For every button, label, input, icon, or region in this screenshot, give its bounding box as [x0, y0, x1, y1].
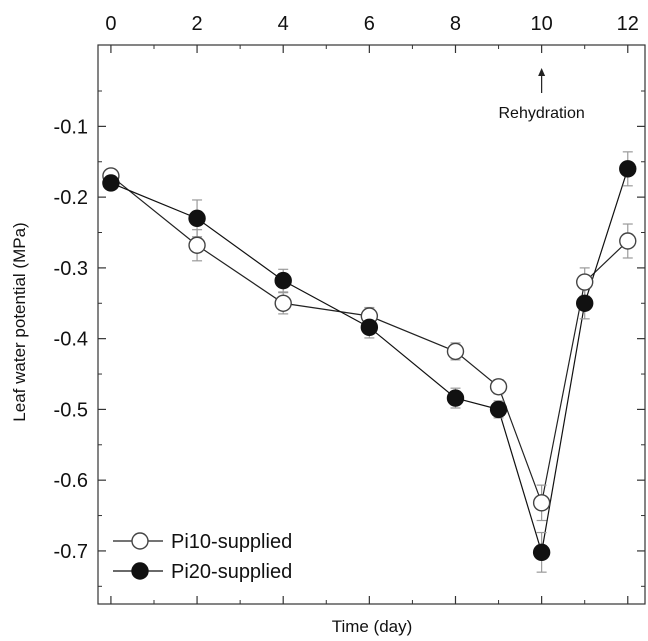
series-2	[105, 151, 633, 573]
y-tick-label: -0.1	[54, 116, 88, 138]
y-axis-title: Leaf water potential (MPa)	[10, 222, 29, 421]
x-tick-label: 0	[105, 13, 116, 35]
x-axis-title: Time (day)	[332, 617, 413, 636]
series-1	[105, 169, 633, 522]
x-tick-label: 2	[192, 13, 203, 35]
x-tick-label: 6	[364, 13, 375, 35]
y-tick-label: -0.2	[54, 187, 88, 209]
data-point	[619, 160, 637, 178]
data-point	[188, 236, 206, 254]
legend-label: Pi10-supplied	[171, 531, 292, 553]
data-point	[576, 273, 594, 291]
legend-item: Pi20-supplied	[113, 561, 292, 583]
data-point	[489, 378, 508, 396]
data-point	[446, 342, 465, 361]
axis-ticks: 0 2 4 6 8 10 12 -0.1 -0.2 -0.3 -0.4 -0.5 -0.6 -0.7	[54, 13, 645, 604]
annotation-arrowhead	[538, 68, 546, 76]
annotation-text: Rehydration	[498, 105, 584, 122]
data-series	[102, 151, 637, 573]
y-tick-label: -0.6	[54, 470, 88, 492]
legend-item: Pi10-supplied	[113, 531, 292, 553]
data-point	[274, 294, 292, 312]
series-line	[110, 175, 629, 506]
data-point	[489, 400, 508, 419]
y-tick-label: -0.4	[54, 329, 88, 351]
data-point	[188, 209, 206, 228]
data-point	[619, 232, 637, 250]
data-point	[576, 294, 594, 312]
legend-label: Pi20-supplied	[171, 561, 292, 583]
data-point	[360, 318, 379, 337]
y-tick-label: -0.5	[54, 399, 88, 421]
y-tick-label: -0.7	[54, 541, 88, 563]
x-tick-label: 8	[450, 13, 461, 35]
legend-marker	[131, 562, 149, 580]
series-line	[110, 168, 629, 553]
x-tick-label: 4	[278, 13, 289, 35]
data-point	[532, 543, 551, 562]
x-tick-label: 12	[617, 13, 639, 35]
y-tick-label: -0.3	[54, 258, 88, 280]
legend: Pi10-supplied Pi20-supplied	[113, 531, 292, 583]
data-point	[102, 174, 120, 192]
x-tick-label: 10	[531, 13, 553, 35]
series-1-markers	[102, 167, 637, 512]
series-2-markers	[102, 160, 637, 562]
data-point	[532, 494, 551, 512]
data-point	[446, 389, 465, 407]
plot-frame	[97, 44, 646, 605]
annotation-group: Rehydration	[498, 68, 585, 122]
data-point	[274, 271, 292, 290]
plot-area	[97, 44, 646, 605]
legend-marker	[131, 532, 149, 550]
